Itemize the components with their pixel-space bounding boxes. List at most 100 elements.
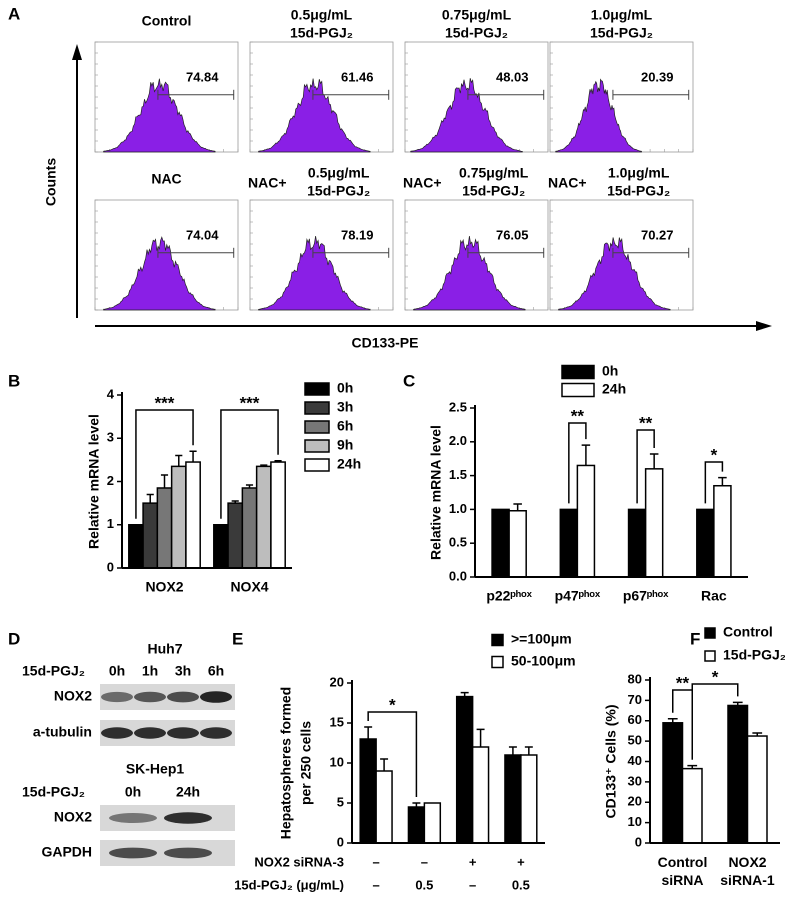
bar bbox=[727, 704, 749, 844]
y-tick-label: 0.0 bbox=[449, 568, 467, 583]
time-label: 1h bbox=[142, 663, 158, 679]
x-tick-label: Control siRNA bbox=[658, 854, 708, 888]
bar bbox=[681, 767, 703, 844]
panel-label: B bbox=[8, 371, 20, 390]
error-bar bbox=[581, 444, 591, 466]
blot-band bbox=[134, 691, 166, 703]
significance-bracket bbox=[220, 409, 279, 519]
bar bbox=[213, 524, 229, 569]
y-tick-label: 2.5 bbox=[449, 399, 467, 414]
panel-label: A bbox=[8, 4, 20, 23]
y-tick-label: 2.0 bbox=[449, 433, 467, 448]
blot-band bbox=[134, 727, 166, 739]
legend-swatch bbox=[561, 382, 595, 398]
significance-label: * bbox=[389, 695, 396, 714]
condition-value: – bbox=[373, 854, 380, 869]
legend-swatch bbox=[304, 439, 330, 453]
legend-label: 24h bbox=[337, 456, 361, 472]
error-bar bbox=[175, 454, 183, 467]
error-bar bbox=[189, 450, 197, 463]
bar bbox=[471, 746, 490, 844]
legend-swatch bbox=[491, 655, 504, 669]
x-tick-label: p22ᵖʰᵒˣ bbox=[486, 588, 532, 604]
bar bbox=[359, 738, 377, 844]
legend-swatch bbox=[304, 420, 330, 434]
treatment-label: 15d-PGJ₂ bbox=[22, 663, 85, 679]
error-bar bbox=[260, 464, 268, 467]
y-tick-label: 70 bbox=[628, 692, 642, 707]
gate-value: 76.05 bbox=[496, 228, 529, 243]
condition-label: 15d-PGJ₂ (μg/mL) bbox=[234, 877, 344, 892]
significance-bracket bbox=[636, 429, 655, 504]
histogram-title: 0.75μg/mL bbox=[459, 165, 529, 181]
significance-bracket bbox=[704, 461, 724, 504]
y-tick-label: 1.0 bbox=[449, 501, 467, 516]
condition-value: – bbox=[373, 877, 380, 892]
error-bar bbox=[476, 728, 485, 747]
histogram-title: 0.5μg/mL bbox=[291, 7, 353, 23]
significance-label: ** bbox=[676, 673, 690, 692]
condition-value: 0.5 bbox=[415, 877, 433, 892]
arrow-head bbox=[756, 321, 772, 331]
bar bbox=[696, 508, 715, 578]
legend-label: 0h bbox=[602, 363, 618, 379]
x-tick-label: NOX4 bbox=[230, 579, 268, 595]
error-bar bbox=[274, 459, 282, 463]
bar bbox=[170, 465, 187, 569]
error-bar bbox=[245, 484, 254, 488]
gate-value: 74.84 bbox=[186, 70, 219, 85]
y-axis-label: Relative mRNA level bbox=[86, 414, 102, 549]
legend-swatch bbox=[561, 364, 595, 380]
blot-band bbox=[167, 691, 199, 703]
panel-label: C bbox=[403, 371, 415, 390]
bar bbox=[559, 508, 579, 578]
time-label: 0h bbox=[109, 663, 125, 679]
histogram-title: Control bbox=[142, 13, 192, 29]
y-tick-label: 20 bbox=[628, 794, 642, 809]
y-tick-label: 0 bbox=[107, 559, 114, 574]
blot-band bbox=[164, 812, 212, 824]
histogram bbox=[413, 236, 526, 311]
time-label: 24h bbox=[176, 784, 200, 800]
histogram-title: 15d-PGJ₂ bbox=[590, 25, 653, 41]
gate-value: 78.19 bbox=[341, 228, 374, 243]
error-bar bbox=[364, 726, 373, 739]
blot-band bbox=[109, 847, 157, 859]
y-tick-label: 4 bbox=[107, 386, 115, 401]
histogram-prefix: NAC+ bbox=[248, 175, 287, 191]
y-axis-label: CD133⁺ Cells (%) bbox=[603, 705, 619, 819]
legend-swatch bbox=[704, 627, 716, 639]
significance-bracket bbox=[691, 683, 739, 760]
legend-label: 15d-PGJ₂ bbox=[723, 647, 785, 663]
error-bar bbox=[380, 758, 389, 771]
bar bbox=[662, 722, 684, 844]
legend-label: 0h bbox=[337, 380, 353, 396]
error-bar bbox=[412, 802, 421, 807]
histogram bbox=[410, 78, 523, 153]
bar bbox=[491, 508, 510, 578]
bar bbox=[627, 508, 647, 578]
legend-label: 50-100μm bbox=[511, 653, 576, 669]
y-axis-label: Hepatospheres formed bbox=[278, 687, 294, 839]
cell-line: SK-Hep1 bbox=[126, 761, 185, 777]
y-tick-label: 1 bbox=[107, 516, 114, 531]
blot-label: NOX2 bbox=[54, 688, 92, 704]
legend-label: 3h bbox=[337, 399, 353, 415]
error-bar bbox=[508, 746, 517, 755]
error-bar bbox=[231, 500, 239, 504]
x-tick-label: Rac bbox=[701, 588, 727, 604]
x-tick-label: p47ᵖʰᵒˣ bbox=[555, 588, 601, 604]
error-bar bbox=[460, 691, 469, 697]
y-axis-label: Relative mRNA level bbox=[428, 425, 444, 560]
histogram bbox=[558, 237, 671, 311]
significance-bracket bbox=[568, 422, 587, 504]
y-tick-label: 50 bbox=[628, 733, 642, 748]
y-tick-label: 40 bbox=[628, 753, 642, 768]
y-tick-label: 0 bbox=[337, 834, 344, 849]
bar bbox=[255, 465, 272, 569]
significance-label: ** bbox=[571, 406, 585, 425]
time-label: 3h bbox=[175, 663, 191, 679]
arrow-head bbox=[72, 44, 82, 60]
histogram-prefix: NAC+ bbox=[403, 175, 442, 191]
y-tick-label: 1.5 bbox=[449, 467, 467, 482]
